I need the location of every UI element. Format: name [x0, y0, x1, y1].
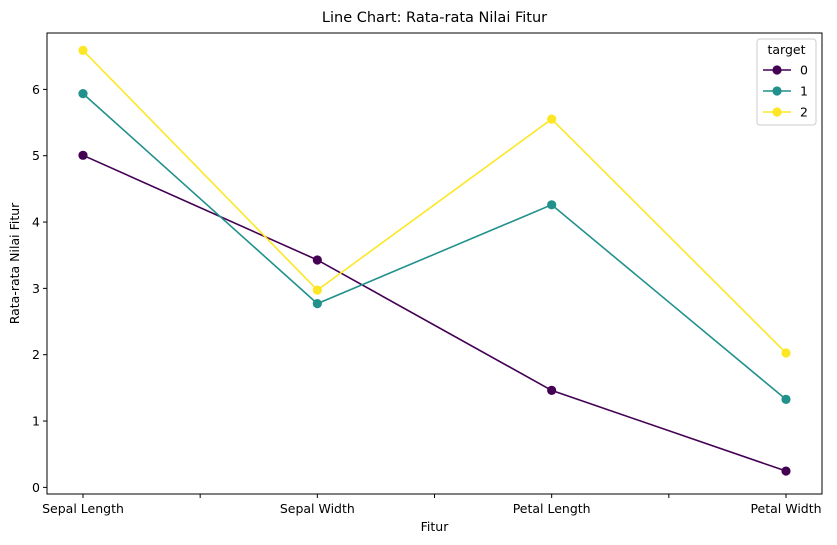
- data-point: [78, 89, 88, 99]
- data-point: [781, 394, 791, 405]
- series-1: [78, 89, 791, 405]
- y-tick-label: 3: [32, 281, 40, 296]
- data-point: [781, 466, 791, 476]
- data-point: [312, 255, 322, 265]
- x-axis-title: Fitur: [421, 519, 450, 534]
- x-tick-label: Sepal Length: [42, 501, 124, 516]
- y-axis: 0 1 2 3 4 5 6: [32, 82, 47, 495]
- x-axis: Sepal Length Sepal Width Petal Length Petal…: [42, 494, 822, 516]
- y-tick-label: 6: [32, 82, 40, 97]
- legend-item-0: 0: [763, 63, 808, 78]
- data-point: [312, 285, 322, 295]
- series-2: [78, 45, 791, 358]
- x-tick-label: Petal Length: [513, 501, 591, 516]
- series-line: [82, 93, 787, 401]
- data-point: [547, 200, 557, 210]
- y-tick-label: 5: [32, 148, 40, 163]
- legend-item-2: 2: [763, 105, 808, 120]
- series-0: [78, 150, 791, 476]
- data-point: [547, 114, 557, 124]
- legend-marker: [772, 107, 782, 117]
- legend-label: 0: [800, 63, 808, 78]
- y-tick-label: 4: [32, 215, 40, 230]
- legend-title: target: [767, 42, 805, 57]
- y-tick-label: 0: [32, 480, 40, 495]
- legend-label: 1: [800, 84, 808, 99]
- series-line: [82, 154, 787, 472]
- data-point: [781, 348, 791, 358]
- series-line: [82, 49, 787, 354]
- legend: target 0 1 2: [756, 38, 817, 126]
- y-axis-title: Rata-rata Nilai Fitur: [7, 202, 22, 324]
- y-tick-label: 2: [32, 347, 40, 362]
- data-point: [78, 45, 88, 55]
- legend-marker: [772, 86, 782, 96]
- legend-marker: [772, 65, 782, 75]
- legend-label: 2: [800, 105, 808, 120]
- data-point: [78, 150, 88, 160]
- x-tick-label: Petal Width: [750, 501, 821, 516]
- chart-title: Line Chart: Rata-rata Nilai Fitur: [322, 10, 547, 26]
- plot-area: [46, 32, 823, 495]
- legend-box: [756, 38, 817, 126]
- legend-item-1: 1: [763, 84, 808, 99]
- plot-frame: [46, 32, 823, 495]
- x-tick-label: Sepal Width: [280, 501, 355, 516]
- data-point: [312, 299, 322, 309]
- y-tick-label: 1: [32, 414, 40, 429]
- data-point: [547, 385, 557, 395]
